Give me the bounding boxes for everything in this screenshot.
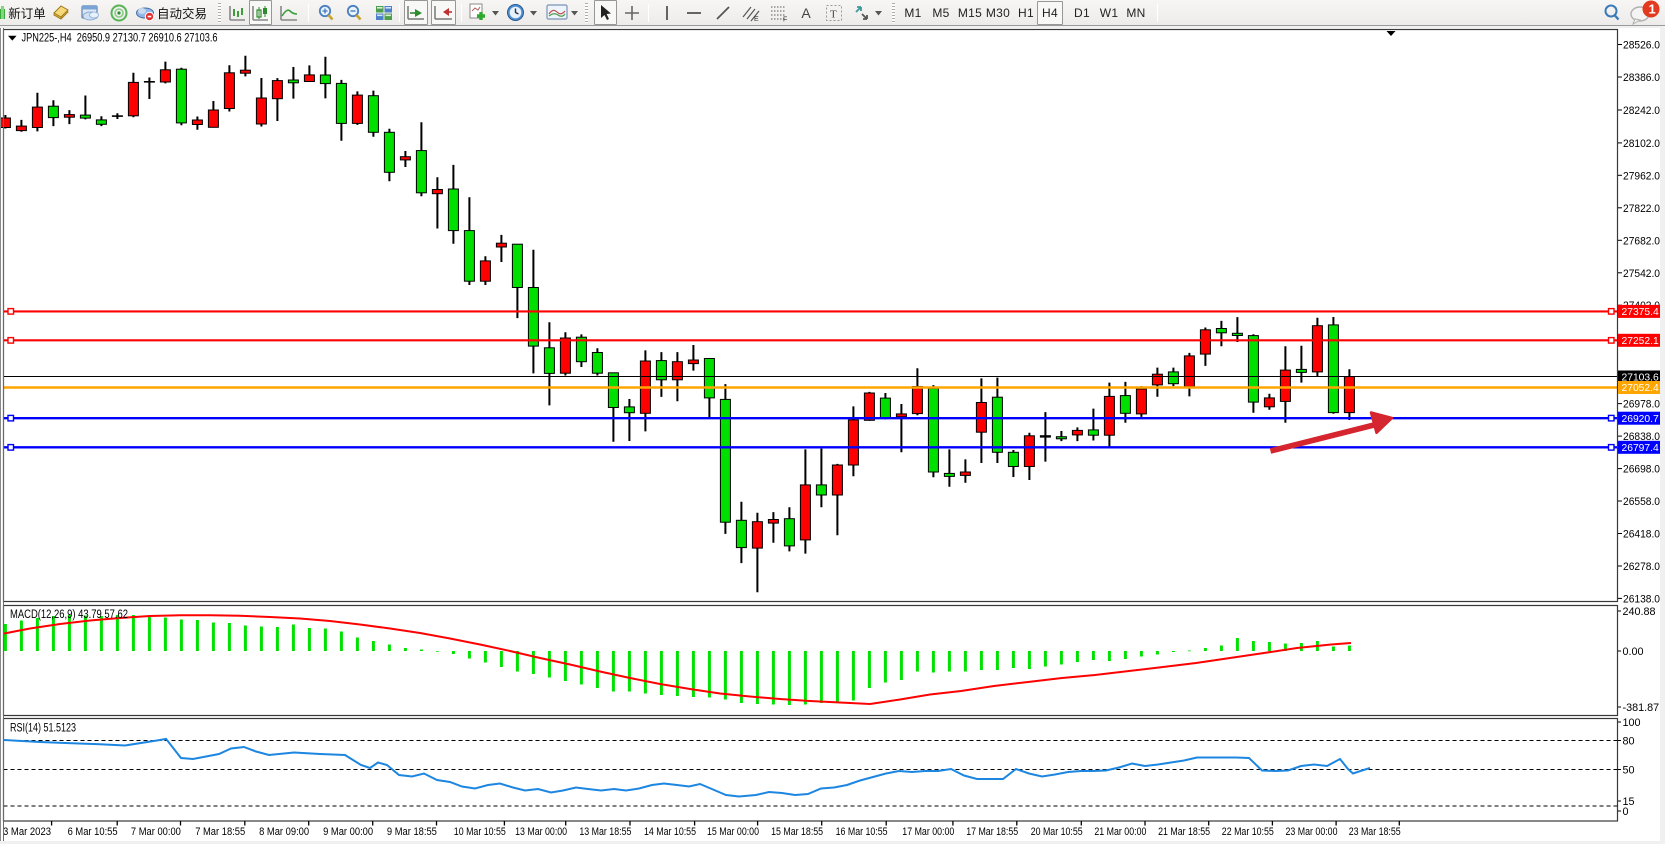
svg-text:F: F — [783, 16, 787, 22]
svg-text:28386.0: 28386.0 — [1623, 72, 1660, 84]
svg-text:13 Mar 18:55: 13 Mar 18:55 — [579, 826, 631, 838]
svg-text:7 Mar 18:55: 7 Mar 18:55 — [195, 826, 245, 838]
svg-text:15: 15 — [1623, 796, 1635, 808]
svg-text:240.88: 240.88 — [1623, 606, 1656, 618]
svg-text:28102.0: 28102.0 — [1623, 138, 1660, 150]
svg-text:0: 0 — [1623, 806, 1629, 818]
svg-text:9 Mar 18:55: 9 Mar 18:55 — [387, 826, 437, 838]
svg-text:E: E — [754, 16, 759, 22]
svg-text:13 Mar 00:00: 13 Mar 00:00 — [515, 826, 567, 838]
svg-text:3 Mar 2023: 3 Mar 2023 — [3, 826, 51, 838]
svg-text:17 Mar 00:00: 17 Mar 00:00 — [902, 826, 954, 838]
svg-text:23 Mar 00:00: 23 Mar 00:00 — [1286, 826, 1338, 838]
svg-text:21 Mar 00:00: 21 Mar 00:00 — [1094, 826, 1146, 838]
svg-text:17 Mar 18:55: 17 Mar 18:55 — [966, 826, 1018, 838]
svg-text:T: T — [830, 8, 837, 20]
svg-text:27375.4: 27375.4 — [1622, 307, 1659, 318]
svg-text:26138.0: 26138.0 — [1623, 593, 1660, 605]
svg-text:80: 80 — [1623, 736, 1635, 748]
svg-text:16 Mar 10:55: 16 Mar 10:55 — [836, 826, 888, 838]
svg-text:15 Mar 00:00: 15 Mar 00:00 — [707, 826, 759, 838]
svg-text:26698.0: 26698.0 — [1623, 464, 1660, 476]
svg-text:27252.1: 27252.1 — [1622, 336, 1659, 347]
svg-text:7 Mar 00:00: 7 Mar 00:00 — [131, 826, 181, 838]
svg-text:26797.4: 26797.4 — [1622, 443, 1659, 454]
svg-text:9 Mar 00:00: 9 Mar 00:00 — [323, 826, 373, 838]
svg-text:26558.0: 26558.0 — [1623, 496, 1660, 508]
svg-text:10 Mar 10:55: 10 Mar 10:55 — [454, 826, 506, 838]
svg-text:14 Mar 10:55: 14 Mar 10:55 — [644, 826, 696, 838]
svg-text:22 Mar 10:55: 22 Mar 10:55 — [1222, 826, 1274, 838]
svg-text:27052.4: 27052.4 — [1622, 383, 1659, 394]
svg-text:27103.6: 27103.6 — [1622, 373, 1659, 384]
svg-text:0.00: 0.00 — [1623, 646, 1644, 658]
svg-text:6 Mar 10:55: 6 Mar 10:55 — [68, 826, 118, 838]
svg-text:1: 1 — [1649, 1, 1656, 16]
svg-text:20 Mar 10:55: 20 Mar 10:55 — [1031, 826, 1083, 838]
svg-text:MACD(12,26,9) 43.79 57.62: MACD(12,26,9) 43.79 57.62 — [10, 609, 128, 621]
svg-text:26278.0: 26278.0 — [1623, 561, 1660, 573]
svg-text:28526.0: 28526.0 — [1623, 40, 1660, 52]
svg-text:28242.0: 28242.0 — [1623, 105, 1660, 117]
svg-text:-381.87: -381.87 — [1623, 702, 1660, 714]
svg-text:26418.0: 26418.0 — [1623, 529, 1660, 541]
svg-text:27542.0: 27542.0 — [1623, 268, 1660, 280]
svg-text:15 Mar 18:55: 15 Mar 18:55 — [771, 826, 823, 838]
svg-text:JPN225-,H4 26950.9 27130.7 26: JPN225-,H4 26950.9 27130.7 26910.6 27103… — [22, 31, 218, 45]
svg-text:26978.0: 26978.0 — [1623, 399, 1660, 411]
svg-text:23 Mar 18:55: 23 Mar 18:55 — [1349, 826, 1401, 838]
svg-text:8 Mar 09:00: 8 Mar 09:00 — [259, 826, 309, 838]
svg-text:100: 100 — [1623, 717, 1641, 729]
svg-text:27822.0: 27822.0 — [1623, 203, 1660, 215]
svg-text:21 Mar 18:55: 21 Mar 18:55 — [1158, 826, 1210, 838]
svg-text:RSI(14) 51.5123: RSI(14) 51.5123 — [10, 723, 76, 735]
svg-text:26838.0: 26838.0 — [1623, 431, 1660, 443]
svg-text:26920.7: 26920.7 — [1622, 414, 1659, 425]
svg-text:27962.0: 27962.0 — [1623, 170, 1660, 182]
svg-text:50: 50 — [1623, 765, 1635, 777]
svg-text:27682.0: 27682.0 — [1623, 235, 1660, 247]
